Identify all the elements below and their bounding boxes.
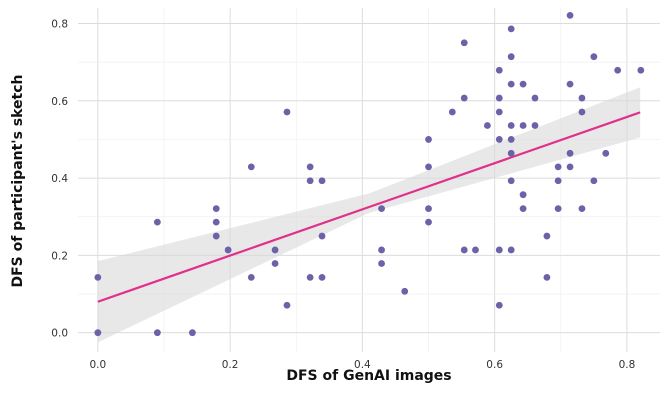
data-point [94,274,102,281]
data-point [507,177,515,185]
data-point [543,232,551,240]
data-point [554,177,562,185]
data-point [378,205,385,213]
data-point [271,246,279,254]
data-point [189,329,196,337]
data-point [401,287,409,295]
data-point [507,53,515,61]
x-tick-label: 0.6 [486,359,503,371]
data-point [578,205,586,213]
y-axis-ticks: 0.0 0.2 0.4 0.6 0.8 [51,18,68,339]
data-point [306,177,314,185]
data-point [507,136,515,143]
data-point [637,66,645,74]
data-point [153,329,161,337]
data-point [460,39,468,47]
data-point [247,163,255,171]
data-point [507,25,515,33]
data-point [566,80,574,88]
data-point [378,260,385,267]
data-point [602,149,610,157]
x-axis-title: DFS of GenAI images [286,368,451,384]
data-point [495,136,503,143]
data-point [566,149,574,157]
data-point [448,108,456,116]
data-point [425,163,432,171]
x-tick-label: 0.8 [619,359,636,371]
data-points [94,11,645,337]
data-point [578,108,586,116]
data-point [543,274,551,281]
data-point [318,274,326,281]
data-point [531,94,539,102]
data-point [425,205,432,213]
y-axis-title: DFS of participant's sketch [10,74,26,287]
y-tick-label: 0.4 [51,173,68,185]
data-point [566,163,574,171]
data-point [425,218,432,226]
data-point [283,301,291,309]
y-tick-label: 0.0 [51,328,68,340]
data-point [554,163,562,171]
data-point [507,246,515,254]
data-point [495,108,503,116]
data-point [495,94,503,102]
y-tick-label: 0.2 [51,250,68,262]
regression-line [97,111,641,303]
data-point [590,53,598,61]
data-point [519,191,527,199]
data-point [378,246,385,254]
data-point [247,274,255,281]
x-tick-label: 0.4 [354,359,371,371]
data-point [495,66,503,74]
data-point [425,136,432,143]
data-point [460,94,468,102]
data-point [578,94,586,102]
data-point [153,218,161,226]
data-point [283,108,291,116]
data-point [460,246,468,254]
data-point [306,163,314,171]
data-point [507,149,515,157]
data-point [495,246,503,254]
x-axis-ticks: 0.0 0.2 0.4 0.6 0.8 [89,359,635,371]
data-point [531,122,539,129]
y-tick-label: 0.6 [51,96,68,108]
x-tick-label: 0.2 [222,359,239,371]
data-point [212,205,220,213]
data-point [271,260,279,267]
data-point [507,80,515,88]
data-point [566,11,574,19]
data-point [472,246,479,254]
data-point [94,329,102,337]
confidence-band [97,87,641,343]
data-point [519,80,527,88]
data-point [507,122,515,129]
data-point [318,177,326,185]
x-tick-label: 0.0 [89,359,106,371]
data-point [519,205,527,213]
data-point [590,177,598,185]
data-point [224,246,232,254]
y-tick-label: 0.8 [51,18,68,30]
data-point [554,205,562,213]
data-point [614,66,622,74]
data-point [318,232,326,240]
data-point [212,218,220,226]
data-point [519,122,527,129]
data-point [495,301,503,309]
data-point [212,232,220,240]
data-point [483,122,491,129]
data-point [306,274,314,281]
